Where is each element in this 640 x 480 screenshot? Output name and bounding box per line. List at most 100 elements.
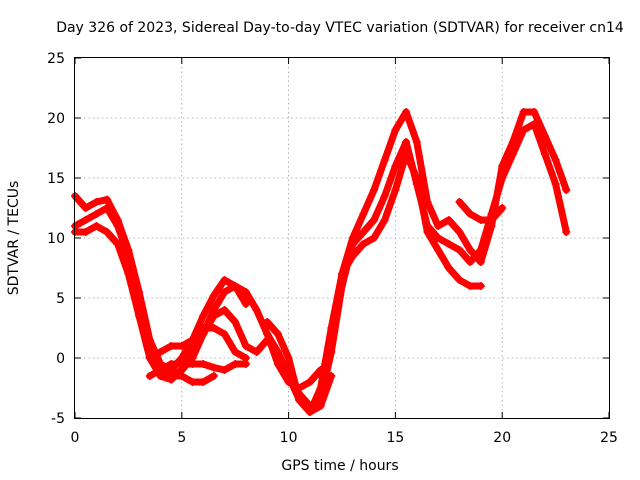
series-track-8 <box>263 120 571 410</box>
data-point-marker <box>209 363 218 372</box>
data-point-marker <box>551 180 560 188</box>
y-tick-label: 25 <box>47 51 65 67</box>
data-point-marker <box>412 138 421 146</box>
data-point-marker <box>209 291 218 300</box>
data-point-marker <box>92 222 101 230</box>
data-point-marker <box>124 252 133 260</box>
plot-frame <box>74 57 610 419</box>
data-point-marker <box>209 324 218 332</box>
x-tick-label: 5 <box>177 430 186 446</box>
series-line <box>263 120 570 410</box>
data-point-marker <box>220 366 229 374</box>
data-point-marker <box>305 378 314 386</box>
series-line <box>146 324 250 362</box>
data-point-marker <box>370 216 379 224</box>
x-tick-label: 0 <box>71 430 80 446</box>
data-point-marker <box>199 312 208 320</box>
data-point-marker <box>551 156 560 164</box>
series-line <box>71 192 250 374</box>
series-track-6 <box>167 372 218 386</box>
data-point-marker <box>476 282 485 290</box>
data-point-marker <box>434 246 443 254</box>
y-tick-label: 10 <box>47 231 65 247</box>
data-point-marker <box>241 288 250 296</box>
data-point-marker <box>145 372 154 380</box>
y-tick-label: 0 <box>56 351 65 367</box>
data-point-marker <box>476 246 485 254</box>
series-track-10 <box>455 198 507 224</box>
data-point-marker <box>220 288 229 296</box>
data-point-marker <box>466 258 475 266</box>
x-tick-label: 25 <box>600 430 618 446</box>
data-point-marker <box>220 276 229 284</box>
data-point-marker <box>466 210 475 218</box>
data-point-marker <box>92 210 101 218</box>
data-point-marker <box>402 150 411 158</box>
data-point-marker <box>476 216 485 224</box>
x-tick-label: 10 <box>280 430 298 446</box>
data-point-marker <box>209 312 218 320</box>
data-point-marker <box>498 204 507 212</box>
data-point-marker <box>434 222 443 230</box>
data-point-marker <box>540 132 549 140</box>
data-point-marker <box>81 216 90 224</box>
data-point-marker <box>519 108 528 116</box>
x-axis-label: GPS time / hours <box>281 458 398 474</box>
data-point-marker <box>370 186 379 194</box>
data-point-marker <box>252 348 261 356</box>
data-point-marker <box>167 372 176 380</box>
data-point-marker <box>455 276 464 284</box>
data-point-marker <box>124 270 133 278</box>
data-point-marker <box>103 228 112 236</box>
series-track-1 <box>71 192 250 374</box>
data-point-marker <box>209 372 218 380</box>
data-point-marker <box>444 216 453 224</box>
data-point-marker <box>466 246 475 254</box>
data-point-marker <box>167 360 176 368</box>
y-axis-label: SDTVAR / TECUs <box>6 181 22 296</box>
data-point-marker <box>380 216 389 224</box>
data-point-marker <box>199 324 208 332</box>
data-point-marker <box>540 150 549 158</box>
data-point-marker <box>327 348 336 356</box>
data-point-marker <box>231 360 240 368</box>
data-point-marker <box>92 198 101 206</box>
data-point-marker <box>402 138 411 146</box>
data-point-marker <box>530 120 539 128</box>
data-point-marker <box>199 378 208 386</box>
data-point-marker <box>359 240 368 248</box>
data-point-marker <box>305 402 314 410</box>
data-point-marker <box>284 354 293 362</box>
data-point-marker <box>402 108 411 116</box>
data-point-marker <box>81 204 90 212</box>
data-point-marker <box>241 360 250 368</box>
series-line <box>263 108 570 416</box>
series-track-4 <box>145 324 250 362</box>
data-point-marker <box>220 306 229 314</box>
data-point-marker <box>231 318 240 326</box>
data-point-marker <box>412 174 421 182</box>
data-point-marker <box>263 318 272 326</box>
series-track-7 <box>263 108 571 416</box>
data-point-marker <box>519 126 528 134</box>
series-track-5 <box>145 360 250 380</box>
data-point-marker <box>220 330 229 338</box>
data-point-marker <box>370 234 379 242</box>
data-point-marker <box>273 348 282 356</box>
series-track-9 <box>338 150 485 290</box>
data-point-marker <box>231 348 240 356</box>
y-tick-label: 15 <box>47 171 65 187</box>
y-tick-label: 20 <box>47 111 65 127</box>
data-point-marker <box>466 282 475 290</box>
data-point-marker <box>156 366 165 374</box>
data-point-marker <box>263 330 272 338</box>
data-point-marker <box>199 360 208 368</box>
data-point-marker <box>103 195 112 204</box>
data-point-marker <box>156 348 165 356</box>
data-point-marker <box>177 372 186 380</box>
data-point-marker <box>434 234 443 242</box>
data-point-marker <box>562 228 571 236</box>
data-point-marker <box>348 252 357 260</box>
data-point-marker <box>508 150 517 158</box>
